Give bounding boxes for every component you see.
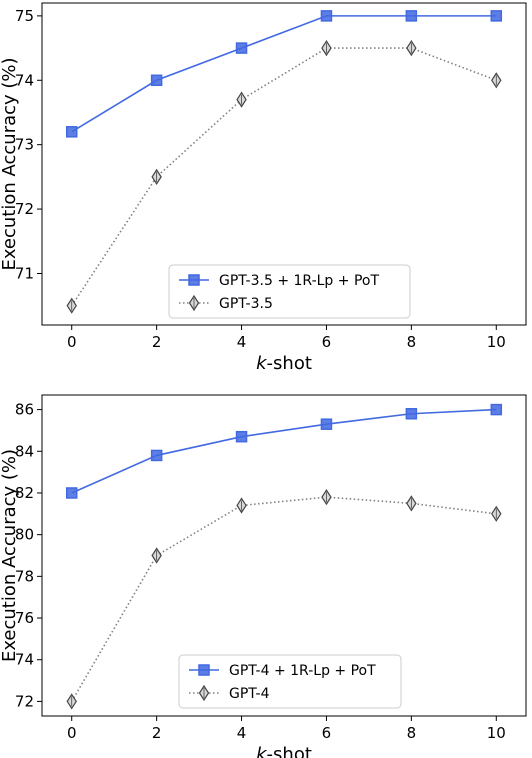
legend-marker-square (188, 274, 200, 286)
legend-box (168, 264, 411, 319)
y-tick-label: 82 (15, 484, 34, 502)
data-point-square (150, 74, 163, 87)
legend-label: GPT-3.5 (219, 296, 273, 312)
y-tick-label: 80 (15, 526, 34, 544)
y-tick-label: 74 (15, 651, 34, 669)
y-tick-label: 86 (15, 401, 34, 419)
x-axis-label-rest: -shot (267, 353, 312, 374)
data-point-square (150, 449, 163, 462)
data-point-square (65, 487, 78, 499)
series-line (71, 496, 497, 702)
y-tick-label: 76 (15, 609, 34, 627)
x-tick-label: 10 (487, 333, 506, 351)
x-tick-label: 8 (407, 724, 417, 742)
x-tick-label: 8 (407, 333, 417, 351)
x-tick-label: 6 (322, 724, 332, 742)
series-2 (66, 39, 502, 314)
legend-label: GPT-3.5 + 1R-Lp + PoT (219, 273, 379, 289)
y-tick-label: 84 (15, 442, 34, 460)
y-tick-label: 71 (15, 264, 34, 282)
data-point-square (405, 408, 418, 420)
series-line (71, 47, 497, 307)
data-point-square (235, 430, 248, 443)
data-point-square (490, 403, 503, 416)
legend: GPT-4 + 1R-Lp + PoT GPT-4 (178, 654, 402, 709)
chart-panel-2: 0 2 4 6 8 10 72 74 76 78 80 82 84 86 k-shot Execution A… (0, 394, 527, 758)
x-tick-label: 4 (237, 333, 247, 351)
data-point-square (65, 126, 78, 138)
legend-marker-square (198, 664, 210, 676)
x-tick-label: 10 (487, 724, 506, 742)
legend-label: GPT-4 (229, 686, 270, 702)
legend: GPT-3.5 + 1R-Lp + PoT GPT-3.5 (168, 264, 411, 319)
x-axis-label: k-shot (256, 353, 312, 374)
y-axis-label: Execution Accuracy (%) (0, 449, 20, 662)
series-1 (65, 10, 503, 138)
x-axis-label-italic: k (256, 353, 268, 374)
plot-frame (41, 394, 527, 717)
y-tick-label: 75 (15, 7, 34, 25)
y-tick-label: 72 (15, 692, 34, 710)
series-line (71, 408, 497, 494)
chart-panel-1: 0 2 4 6 8 10 71 72 73 74 75 k-shot Execution Accurac… (0, 2, 527, 374)
x-tick-label: 6 (322, 333, 332, 351)
y-tick-label: 78 (15, 567, 34, 585)
data-point-square (490, 10, 503, 22)
x-axis-label-rest: -shot (267, 744, 312, 758)
x-tick-label: 2 (152, 724, 162, 742)
y-tick-label: 74 (15, 71, 34, 89)
series-line (71, 15, 497, 133)
x-tick-label: 4 (237, 724, 247, 742)
y-tick-label: 72 (15, 200, 34, 218)
y-tick-label: 73 (15, 136, 34, 154)
plot-frame (41, 2, 527, 326)
legend-label: GPT-4 + 1R-Lp + PoT (229, 663, 376, 679)
data-point-square (405, 10, 418, 22)
x-tick-label: 2 (152, 333, 162, 351)
data-point-square (320, 10, 333, 22)
series-2 (66, 489, 502, 710)
y-axis-label: Execution Accuracy (%) (0, 57, 20, 270)
data-point-square (320, 418, 333, 430)
legend-box (178, 654, 402, 709)
x-tick-label: 0 (67, 333, 77, 351)
data-point-square (235, 42, 248, 54)
x-axis-label: k-shot (256, 744, 312, 758)
series-1 (65, 403, 503, 499)
x-axis-label-italic: k (256, 744, 268, 758)
x-tick-label: 0 (67, 724, 77, 742)
